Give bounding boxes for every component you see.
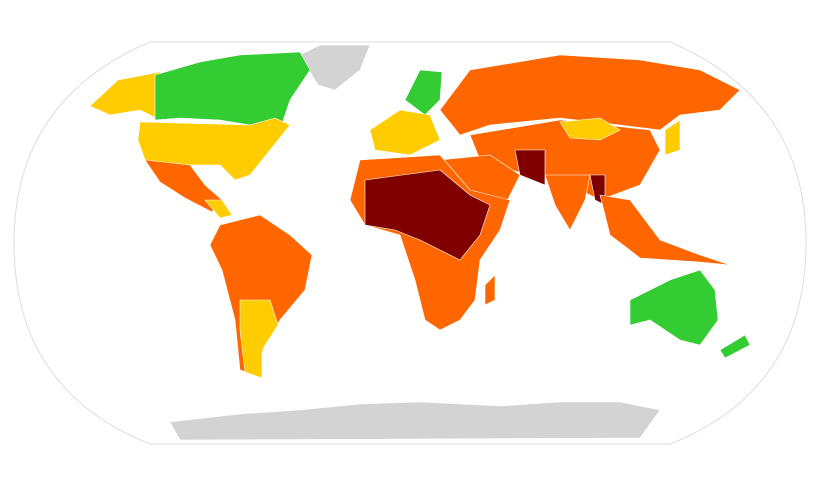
alaska [89,71,161,121]
madagascar [484,274,496,306]
new-zealand [719,334,751,359]
western-europe [369,109,441,156]
mongolia [559,117,621,141]
australia [629,269,719,346]
central-africa [364,169,491,261]
russia [439,54,741,136]
southern-cone [239,299,279,379]
southeast-asia [599,194,731,266]
japan [664,119,681,156]
scandinavia [404,69,443,116]
central-america [204,199,233,219]
pakistan [514,149,546,186]
india [544,174,591,231]
canada [154,51,311,131]
greenland [299,44,371,91]
antarctica [169,401,661,441]
